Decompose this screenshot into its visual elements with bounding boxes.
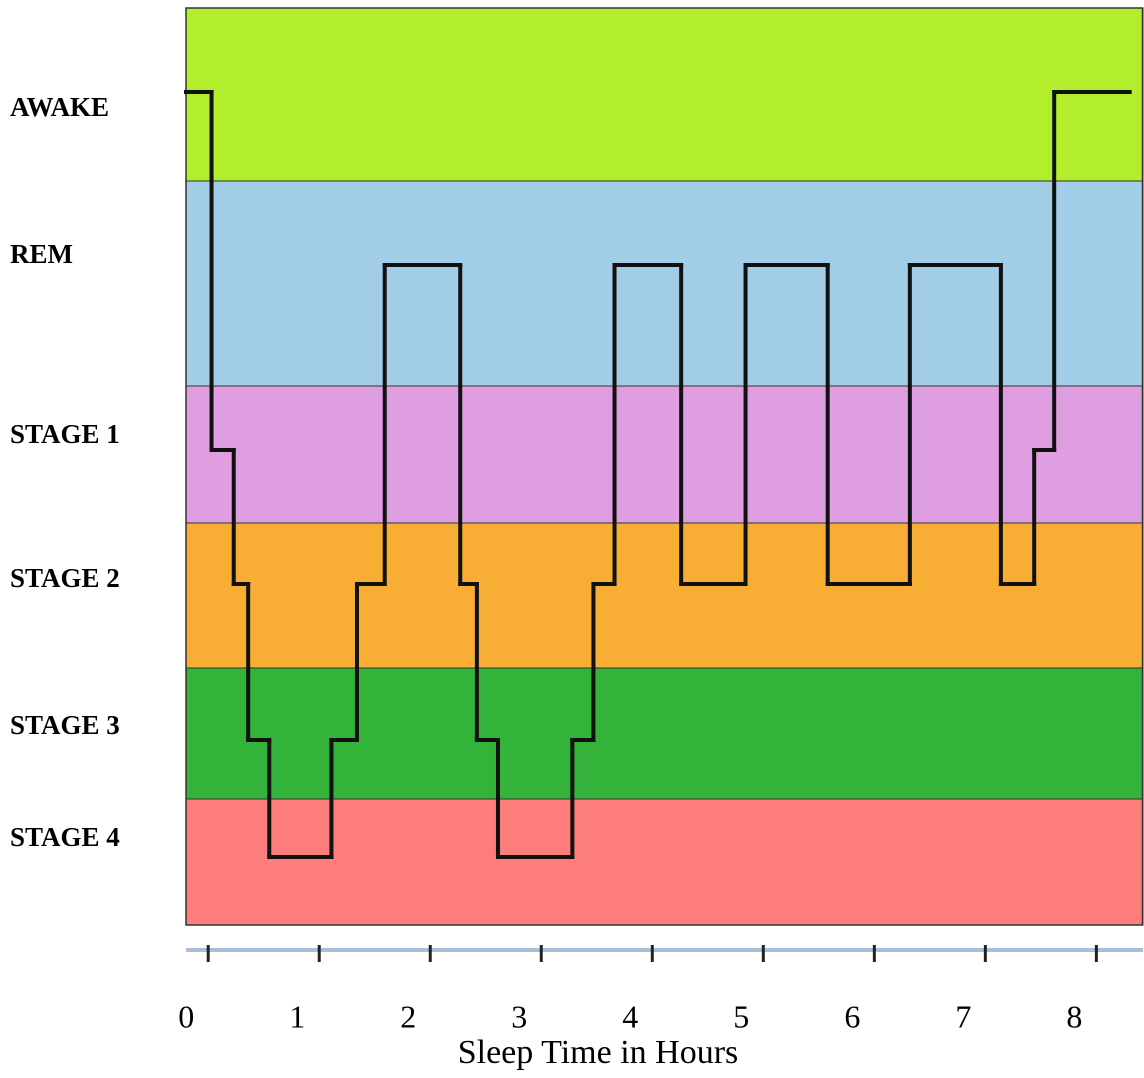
stage-label: STAGE 2: [10, 563, 120, 593]
plot-frame: [185, 7, 1144, 926]
x-tick-label: 5: [733, 998, 749, 1034]
x-tick-label: 0: [178, 998, 194, 1034]
stage-label: STAGE 3: [10, 710, 120, 740]
x-tick-label: 7: [955, 998, 971, 1034]
x-tick-label: 3: [511, 998, 527, 1034]
stage-label: REM: [10, 239, 73, 269]
stage-band: [185, 798, 1144, 926]
stage-band: [185, 667, 1144, 800]
stage-label: STAGE 1: [10, 419, 120, 449]
x-tick-label: 6: [844, 998, 860, 1034]
stage-label: AWAKE: [10, 92, 109, 122]
stage-band: [185, 180, 1144, 387]
hypnogram: [184, 90, 1132, 859]
x-tick-label: 2: [400, 998, 416, 1034]
stage-band: [185, 385, 1144, 524]
stage-band: [185, 522, 1144, 669]
stage-band: [185, 7, 1144, 182]
x-axis-title: Sleep Time in Hours: [458, 1034, 739, 1071]
x-tick-label: 4: [622, 998, 638, 1034]
x-tick-label: 1: [289, 998, 305, 1034]
x-tick-label: 8: [1066, 998, 1082, 1034]
stage-label: STAGE 4: [10, 822, 120, 852]
